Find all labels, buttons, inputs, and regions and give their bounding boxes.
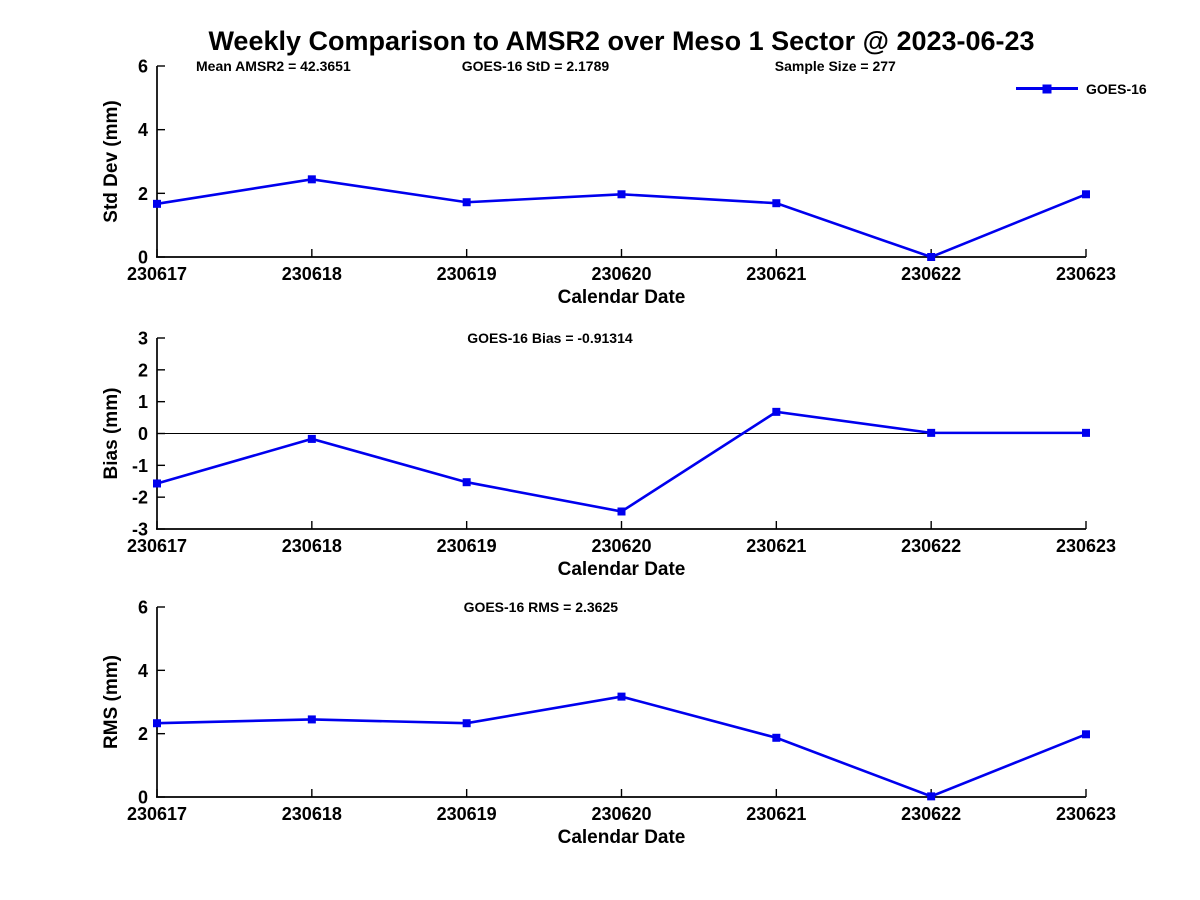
series-line [156, 695, 1087, 798]
y-axis-title: RMS (mm) [101, 655, 122, 749]
series-marker [462, 198, 471, 207]
series-marker [617, 692, 626, 701]
legend-label: GOES-16 [1086, 80, 1147, 97]
series-marker [153, 479, 161, 488]
x-tick-label: 230618 [282, 804, 342, 824]
y-tick-label: 3 [138, 329, 148, 349]
y-tick-label: -2 [132, 488, 148, 508]
series-marker [1082, 730, 1090, 739]
x-tick-label: 230617 [127, 536, 187, 556]
x-tick-label: 230621 [746, 536, 806, 556]
series-marker [617, 507, 626, 516]
series-marker [617, 190, 626, 199]
series-marker [927, 253, 936, 261]
x-axis-title: Calendar Date [558, 827, 686, 848]
x-tick-label: 230621 [746, 804, 806, 824]
series-marker [307, 175, 316, 184]
series-marker [772, 407, 781, 416]
x-tick-label: 230619 [437, 536, 497, 556]
annotation-text: GOES-16 StD = 2.1789 [462, 58, 610, 74]
y-axis-title: Std Dev (mm) [101, 100, 122, 222]
series-marker [1082, 428, 1090, 437]
x-tick-label: 230619 [437, 804, 497, 824]
annotation-text: GOES-16 RMS = 2.3625 [464, 599, 619, 615]
x-tick-label: 230623 [1056, 536, 1116, 556]
x-tick-label: 230623 [1056, 804, 1116, 824]
series-line [156, 410, 1086, 513]
x-tick-label: 230622 [901, 804, 961, 824]
x-tick-label: 230620 [591, 264, 651, 284]
y-tick-label: 2 [138, 184, 148, 204]
x-tick-label: 230617 [127, 804, 187, 824]
y-tick-label: 0 [138, 424, 148, 444]
y-tick-label: 2 [138, 360, 148, 380]
x-axis-title: Calendar Date [558, 287, 686, 308]
series-marker [307, 715, 316, 724]
y-tick-label: 1 [138, 392, 148, 412]
figure-title: Weekly Comparison to AMSR2 over Meso 1 S… [208, 26, 1035, 56]
y-axis-title: Bias (mm) [101, 388, 122, 480]
y-tick-label: 0 [138, 248, 148, 268]
x-tick-label: 230623 [1056, 264, 1116, 284]
annotation-text: GOES-16 Bias = -0.91314 [467, 330, 633, 346]
y-tick-label: 6 [138, 598, 148, 618]
series-marker [307, 434, 316, 443]
y-tick-label: 4 [138, 120, 148, 140]
legend-square-marker-icon [1042, 84, 1052, 93]
legend-line-sample [1016, 84, 1078, 93]
series-marker [927, 428, 936, 437]
x-tick-label: 230618 [282, 536, 342, 556]
y-tick-label: 4 [138, 661, 148, 681]
x-tick-label: 230620 [591, 536, 651, 556]
series-marker [772, 199, 781, 208]
x-tick-label: 230621 [746, 264, 806, 284]
series-marker [927, 792, 936, 801]
legend: GOES-16 [1016, 80, 1147, 97]
series-marker [772, 733, 781, 742]
series-marker [153, 719, 161, 728]
y-tick-label: 6 [138, 57, 148, 77]
x-tick-label: 230622 [901, 536, 961, 556]
x-tick-label: 230620 [591, 804, 651, 824]
y-tick-label: -3 [132, 520, 148, 540]
x-tick-label: 230618 [282, 264, 342, 284]
series-marker [1082, 190, 1090, 199]
series-marker [462, 478, 471, 487]
series-marker [153, 199, 161, 208]
x-tick-label: 230622 [901, 264, 961, 284]
y-tick-label: 0 [138, 788, 148, 808]
series-marker [462, 719, 471, 728]
annotation-text: Sample Size = 277 [775, 58, 896, 74]
x-axis-title: Calendar Date [558, 559, 686, 580]
y-tick-label: 2 [138, 724, 148, 744]
annotation-text: Mean AMSR2 = 42.3651 [196, 58, 351, 74]
x-tick-label: 230619 [437, 264, 497, 284]
x-tick-label: 230617 [127, 264, 187, 284]
y-tick-label: -1 [132, 456, 148, 476]
